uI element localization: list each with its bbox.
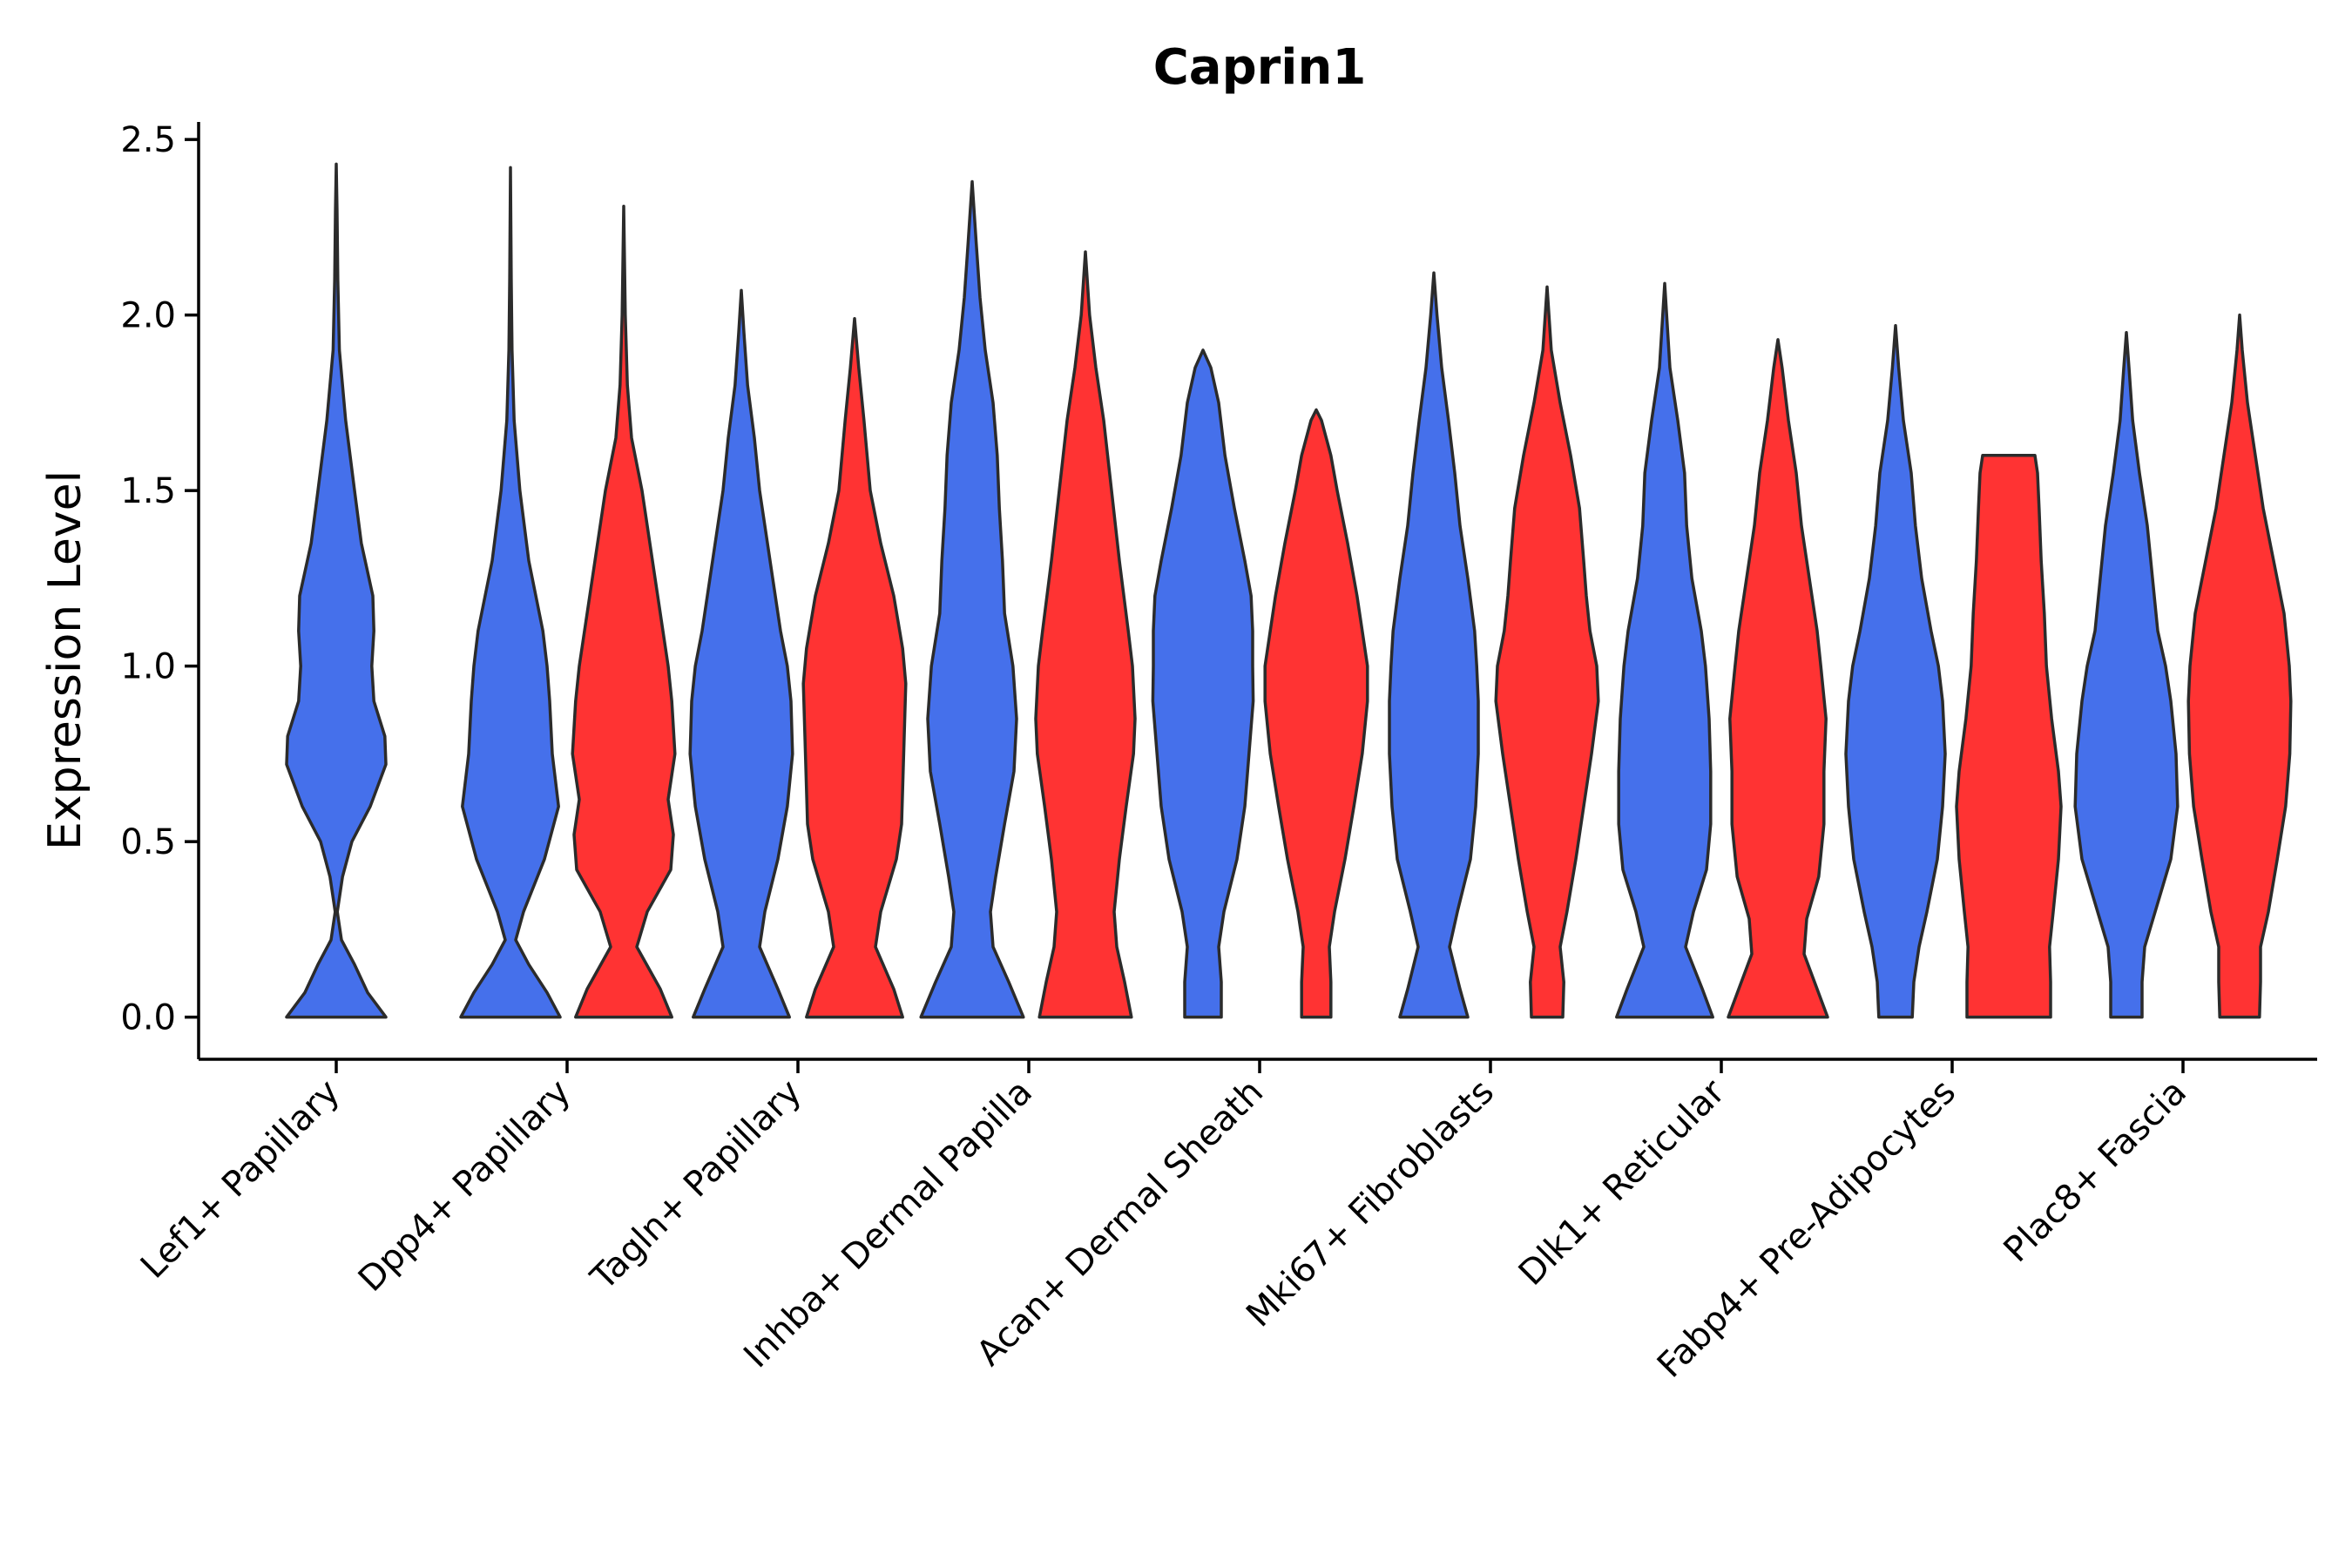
x-tick-label: Plac8+ Fascia — [1997, 1072, 2195, 1271]
y-tick-label: 0.5 — [120, 822, 176, 862]
violin-red-8 — [2186, 313, 2293, 1019]
x-tick-label: Tagln+ Papillary — [583, 1072, 809, 1299]
violin-red-7 — [1955, 454, 2063, 1019]
violin-blue-5 — [1388, 271, 1480, 1019]
violin-red-6 — [1727, 338, 1829, 1019]
violin-blue-3 — [919, 179, 1025, 1019]
violin-blue-4 — [1151, 348, 1255, 1019]
chart-title: Caprin1 — [1153, 39, 1367, 96]
x-axis: Lef1+ Papillary Dpp4+ Papillary Tagln+ Pap… — [133, 1058, 2317, 1386]
violin-blue-2 — [688, 288, 794, 1019]
violin-blue-1 — [459, 166, 562, 1019]
x-tick-label: Dpp4+ Papillary — [351, 1072, 578, 1300]
x-tick-label: Mki67+ Fibroblasts — [1239, 1072, 1502, 1335]
y-axis: 0.0 0.5 1.0 1.5 2.0 2.5 — [120, 120, 200, 1059]
violins-group — [285, 162, 2293, 1019]
x-tick-label: Lef1+ Papillary — [133, 1072, 348, 1287]
violin-red-4 — [1263, 408, 1369, 1019]
violin-red-2 — [801, 316, 908, 1019]
violin-blue-6 — [1615, 281, 1714, 1019]
violin-blue-7 — [1844, 323, 1947, 1019]
y-axis-title: Expression Level — [39, 470, 91, 850]
y-tick-label: 2.5 — [120, 120, 176, 160]
violin-blue-8 — [2073, 331, 2180, 1019]
y-tick-label: 0.0 — [120, 998, 176, 1038]
x-tick-label: Dlk1+ Reticular — [1511, 1071, 1734, 1294]
violin-red-3 — [1034, 250, 1137, 1019]
violin-blue-0 — [285, 162, 388, 1019]
y-tick-label: 1.0 — [120, 647, 176, 687]
y-tick-label: 1.5 — [120, 471, 176, 511]
violin-red-1 — [571, 204, 677, 1019]
y-tick-label: 2.0 — [120, 296, 176, 336]
violin-red-5 — [1494, 285, 1600, 1019]
